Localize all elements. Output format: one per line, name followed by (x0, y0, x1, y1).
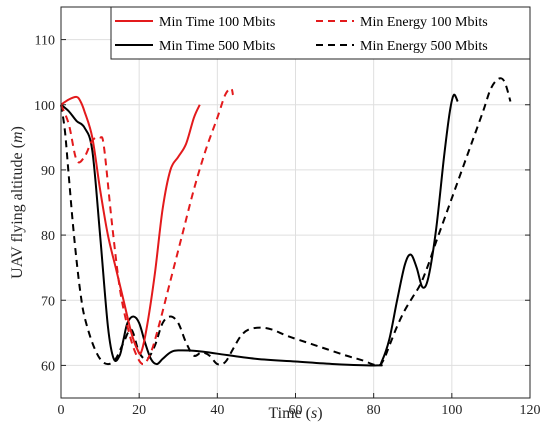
legend-label: Min Energy 500 Mbits (360, 39, 488, 54)
x-tick-label: 20 (132, 403, 146, 418)
series-lines (60, 77, 512, 367)
legend: Min Time 100 Mbits Min Energy 100 Mbits Mi… (110, 6, 531, 60)
y-axis-label: UAV flying altitude (m) (9, 126, 26, 279)
x-tick-label: 100 (441, 403, 462, 418)
legend-box (110, 6, 531, 60)
legend-label: Min Time 500 Mbits (159, 39, 275, 54)
y-tick-label: 60 (41, 359, 55, 374)
series-line-min-time-100-mbits (60, 95, 201, 355)
y-tick-label: 80 (41, 229, 55, 244)
legend-label: Min Time 100 Mbits (159, 15, 275, 30)
x-tick-label: 120 (520, 403, 541, 418)
y-tick-label: 90 (41, 164, 55, 179)
series-line-min-energy-500-mbits (60, 77, 512, 367)
axis-ticks: 0 20 40 60 80 100 120 60 70 80 90 100 110 (34, 7, 541, 418)
y-tick-label: 100 (34, 99, 55, 114)
x-tick-label: 80 (367, 403, 381, 418)
x-tick-label: 40 (210, 403, 224, 418)
legend-label: Min Energy 100 Mbits (360, 15, 488, 30)
x-tick-label: 0 (58, 403, 65, 418)
x-tick-label: 60 (289, 403, 303, 418)
series-line-min-time-500-mbits (60, 93, 459, 367)
y-tick-label: 110 (35, 34, 55, 49)
x-axis-label: Time (s) (268, 405, 322, 422)
y-tick-label: 70 (41, 294, 55, 309)
